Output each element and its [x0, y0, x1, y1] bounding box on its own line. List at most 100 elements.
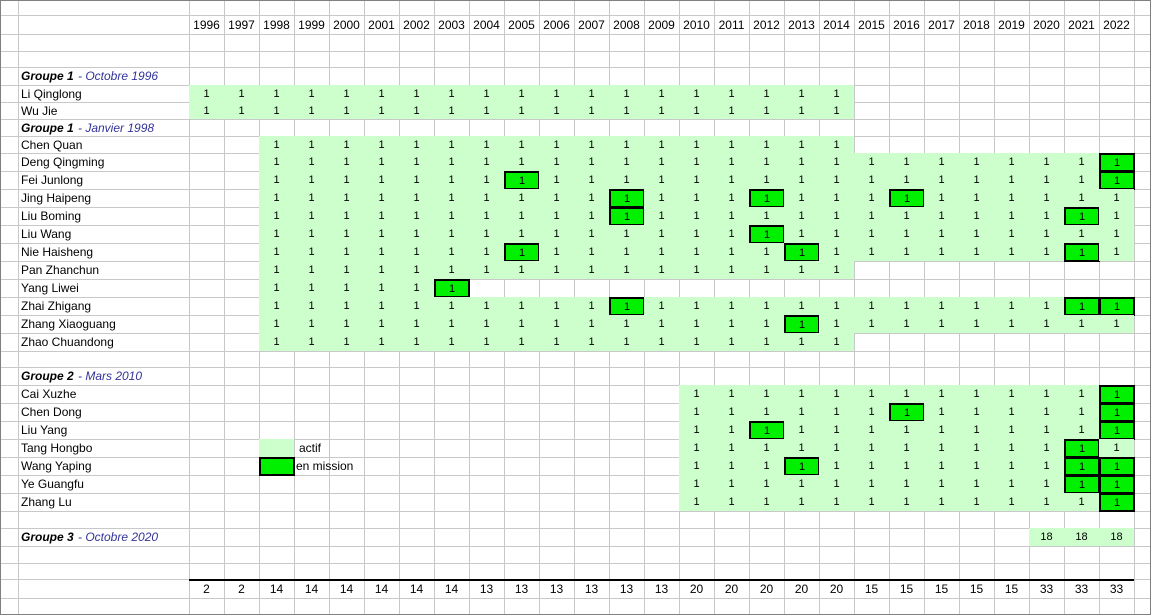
active-cell: 1	[994, 189, 1029, 207]
active-cell: 1	[784, 475, 819, 493]
active-cell: 1	[749, 261, 784, 279]
mission-cell: 1	[889, 189, 925, 208]
active-cell: 1	[504, 136, 539, 153]
total: 14	[374, 581, 389, 596]
grid-line	[1, 119, 1150, 120]
active-cell: 1	[609, 225, 644, 243]
active-cell: 1	[749, 439, 784, 457]
grid-line	[1, 367, 1150, 368]
member-name: Wu Jie	[21, 103, 58, 118]
active-cell: 1	[469, 243, 504, 261]
member-name: Liu Wang	[21, 227, 72, 241]
active-cell: 1	[504, 333, 539, 351]
year-header: 1997	[228, 17, 255, 32]
active-cell: 18	[1064, 528, 1099, 546]
total: 15	[1004, 581, 1019, 596]
mission-cell: 1	[889, 403, 925, 422]
active-cell: 1	[854, 457, 889, 475]
active-cell: 1	[644, 171, 679, 189]
active-cell: 1	[364, 279, 399, 297]
year-header: 1998	[263, 17, 290, 32]
active-cell: 1	[504, 261, 539, 279]
active-cell: 1	[889, 421, 924, 439]
group-name: Groupe 1	[21, 120, 74, 135]
active-cell: 1	[329, 315, 364, 333]
active-cell: 1	[469, 315, 504, 333]
totals-rule	[189, 579, 1134, 581]
active-cell: 1	[784, 102, 819, 119]
group-name: Groupe 1	[21, 69, 74, 83]
active-cell: 1	[294, 136, 329, 153]
active-cell: 1	[889, 475, 924, 493]
active-cell: 1	[714, 207, 749, 225]
active-cell: 1	[609, 261, 644, 279]
active-cell: 1	[434, 207, 469, 225]
active-cell: 1	[714, 297, 749, 315]
active-cell: 1	[399, 261, 434, 279]
active-cell: 1	[364, 297, 399, 315]
member-name: Zhang Xiaoguang	[21, 317, 116, 331]
active-cell: 1	[854, 421, 889, 439]
active-cell: 1	[784, 421, 819, 439]
active-cell: 1	[1029, 189, 1064, 207]
active-cell: 1	[434, 102, 469, 119]
active-cell: 1	[679, 136, 714, 153]
active-cell: 1	[924, 439, 959, 457]
year-header: 2010	[683, 17, 710, 32]
year-header: 2017	[928, 17, 955, 32]
active-cell: 1	[679, 243, 714, 261]
active-cell: 18	[1029, 528, 1064, 546]
mission-cell: 1	[504, 171, 540, 190]
active-cell: 1	[539, 297, 574, 315]
active-cell: 1	[434, 153, 469, 171]
year-header: 2012	[753, 17, 780, 32]
grid-line	[189, 1, 190, 614]
active-cell: 1	[714, 171, 749, 189]
active-cell: 1	[784, 439, 819, 457]
active-cell: 1	[854, 189, 889, 207]
active-cell: 1	[819, 315, 854, 333]
active-cell: 1	[609, 243, 644, 261]
active-cell: 1	[504, 102, 539, 119]
mission-cell: 1	[1099, 297, 1135, 316]
active-cell: 1	[1029, 207, 1064, 225]
active-cell: 1	[574, 261, 609, 279]
active-cell: 1	[784, 85, 819, 102]
active-cell: 1	[1029, 297, 1064, 315]
active-cell: 1	[854, 493, 889, 511]
active-cell: 1	[399, 243, 434, 261]
active-cell: 1	[609, 85, 644, 102]
grid-line	[1, 403, 1150, 404]
active-cell: 1	[959, 153, 994, 171]
active-cell: 1	[679, 207, 714, 225]
member-name: Cai Xuzhe	[21, 387, 77, 401]
active-cell: 1	[959, 475, 994, 493]
active-cell: 1	[994, 385, 1029, 403]
grid-line	[1, 439, 1150, 440]
active-cell: 1	[819, 297, 854, 315]
active-cell: 1	[819, 153, 854, 171]
mission-cell: 1	[1099, 457, 1135, 476]
active-cell: 1	[539, 136, 574, 153]
active-cell: 1	[1064, 225, 1099, 243]
active-cell: 1	[364, 243, 399, 261]
active-cell: 1	[329, 243, 364, 261]
active-cell: 1	[819, 457, 854, 475]
active-cell: 1	[574, 136, 609, 153]
total: 15	[864, 581, 879, 596]
active-cell: 1	[784, 403, 819, 421]
active-cell: 1	[924, 421, 959, 439]
active-cell: 1	[469, 261, 504, 279]
active-cell: 1	[469, 207, 504, 225]
active-cell: 1	[889, 225, 924, 243]
active-cell: 1	[889, 457, 924, 475]
active-cell: 1	[994, 207, 1029, 225]
active-cell: 1	[399, 225, 434, 243]
active-cell: 1	[994, 171, 1029, 189]
active-cell: 1	[679, 333, 714, 351]
active-cell: 1	[329, 85, 364, 102]
active-cell: 1	[329, 225, 364, 243]
active-cell: 1	[959, 189, 994, 207]
active-cell: 1	[749, 493, 784, 511]
